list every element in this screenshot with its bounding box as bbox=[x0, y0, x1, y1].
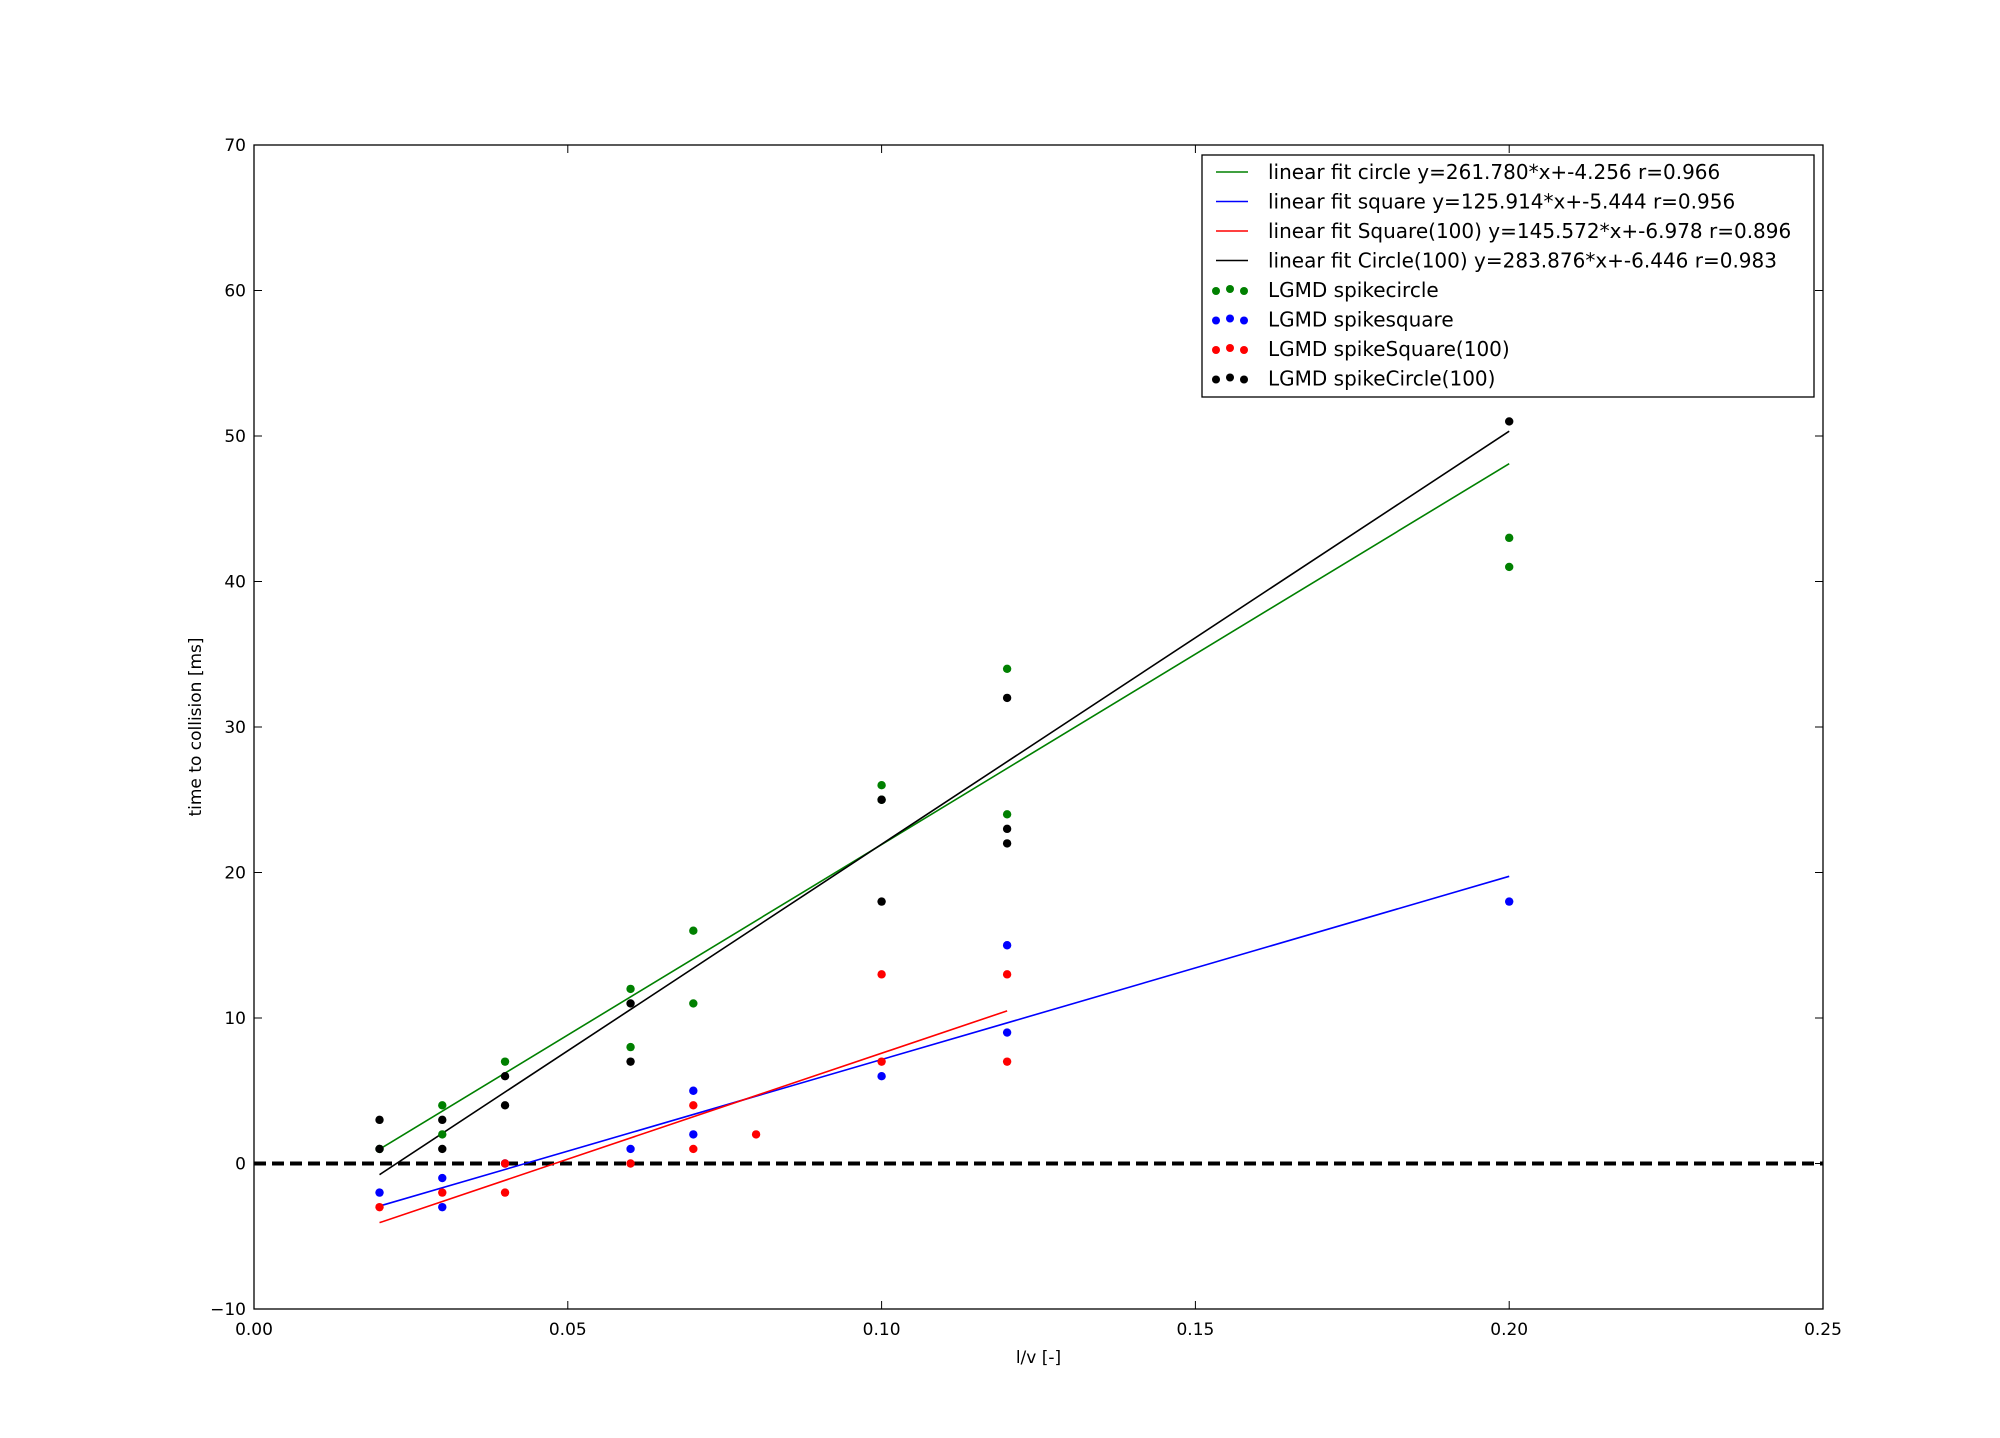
data-point-s3-9 bbox=[877, 897, 886, 906]
legend-entry-fit: linear fit Square(100) y=145.572*x+-6.97… bbox=[1268, 219, 1791, 243]
legend-entry-series: LGMD spikesquare bbox=[1268, 308, 1454, 332]
fit-line-0 bbox=[379, 462, 1510, 1150]
y-tick-label: 70 bbox=[224, 136, 246, 156]
data-point-s2-10 bbox=[1002, 970, 1012, 979]
data-point-s1-0 bbox=[375, 1188, 384, 1197]
data-point-s0-5 bbox=[626, 1042, 635, 1052]
data-point-s2-7 bbox=[751, 1130, 761, 1139]
data-point-s0-1 bbox=[438, 1101, 447, 1110]
fit-line-3 bbox=[379, 430, 1510, 1176]
legend-marker-swatch-2-1 bbox=[1226, 344, 1234, 352]
legend-entry-fit: linear fit circle y=261.780*x+-4.256 r=0… bbox=[1268, 160, 1720, 184]
data-point-s1-9 bbox=[1002, 1028, 1012, 1037]
legend-marker-swatch-1-2 bbox=[1240, 316, 1248, 325]
data-point-s3-1 bbox=[375, 1144, 384, 1154]
legend-marker-swatch-3-1 bbox=[1226, 373, 1234, 382]
data-point-s1-10 bbox=[1505, 897, 1514, 906]
y-tick-label: 50 bbox=[224, 427, 246, 447]
data-point-s1-2 bbox=[438, 1202, 447, 1212]
data-point-s1-8 bbox=[1002, 941, 1012, 950]
data-point-s1-5 bbox=[689, 1086, 698, 1095]
data-point-s0-12 bbox=[1505, 533, 1514, 543]
legend-entry-series: LGMD spikecircle bbox=[1268, 278, 1439, 302]
legend-marker-swatch-3-2 bbox=[1240, 375, 1248, 384]
data-point-s0-8 bbox=[877, 781, 886, 790]
legend-entry-series: LGMD spikeSquare(100) bbox=[1268, 337, 1510, 361]
data-point-s2-8 bbox=[877, 970, 886, 979]
data-point-s1-7 bbox=[877, 1072, 886, 1081]
data-point-s2-9 bbox=[877, 1057, 886, 1066]
data-point-s0-7 bbox=[689, 999, 698, 1008]
y-tick-label: 0 bbox=[235, 1155, 246, 1175]
data-point-s3-13 bbox=[1505, 417, 1514, 426]
fit-line-1 bbox=[379, 875, 1510, 1207]
y-tick-label: −10 bbox=[210, 1300, 246, 1320]
legend-marker-swatch-3-0 bbox=[1212, 375, 1220, 384]
data-point-s0-3 bbox=[500, 1057, 510, 1066]
data-point-s2-4 bbox=[626, 1159, 635, 1168]
data-point-s1-1 bbox=[438, 1173, 447, 1183]
data-point-s2-2 bbox=[500, 1159, 510, 1168]
data-point-s2-6 bbox=[689, 1144, 698, 1154]
y-tick-label: 10 bbox=[224, 1009, 246, 1029]
data-point-s2-5 bbox=[689, 1101, 698, 1110]
x-tick-label: 0.10 bbox=[863, 1320, 901, 1340]
x-tick-label: 0.20 bbox=[1490, 1320, 1528, 1340]
data-point-s3-5 bbox=[500, 1101, 510, 1110]
data-point-s2-11 bbox=[1002, 1057, 1012, 1066]
y-tick-label: 60 bbox=[224, 282, 246, 302]
data-point-s3-12 bbox=[1002, 839, 1012, 848]
fit-line-2 bbox=[379, 1010, 1008, 1224]
data-point-s0-10 bbox=[1002, 664, 1012, 673]
y-axis-label: time to collision [ms] bbox=[186, 637, 206, 816]
data-point-s0-11 bbox=[1002, 810, 1012, 819]
data-point-s0-2 bbox=[438, 1130, 447, 1139]
x-tick-label: 0.05 bbox=[549, 1320, 587, 1340]
data-point-s3-6 bbox=[626, 999, 635, 1008]
plot-area bbox=[254, 417, 1823, 1224]
legend-marker-swatch-0-0 bbox=[1212, 287, 1220, 295]
x-tick-label: 0.00 bbox=[235, 1320, 273, 1340]
data-point-s3-11 bbox=[1002, 824, 1012, 834]
data-point-s3-4 bbox=[500, 1072, 510, 1081]
legend-entry-fit: linear fit square y=125.914*x+-5.444 r=0… bbox=[1268, 190, 1735, 214]
data-point-s3-0 bbox=[375, 1115, 384, 1125]
data-point-s2-3 bbox=[500, 1188, 510, 1197]
legend-entry-fit: linear fit Circle(100) y=283.876*x+-6.44… bbox=[1268, 249, 1777, 273]
legend-marker-swatch-0-1 bbox=[1226, 285, 1234, 293]
data-point-s3-3 bbox=[438, 1144, 447, 1154]
x-axis-label: l/v [-] bbox=[1016, 1348, 1061, 1368]
legend-marker-swatch-1-0 bbox=[1212, 316, 1220, 325]
legend-box bbox=[1201, 154, 1815, 398]
data-point-s1-4 bbox=[626, 1144, 635, 1154]
y-tick-label: 40 bbox=[224, 573, 246, 593]
x-tick-label: 0.15 bbox=[1176, 1320, 1214, 1340]
data-point-s2-0 bbox=[375, 1202, 384, 1212]
y-tick-label: 20 bbox=[224, 864, 246, 884]
legend-marker-swatch-2-0 bbox=[1212, 346, 1220, 354]
legend-marker-swatch-2-2 bbox=[1240, 346, 1248, 354]
legend-marker-swatch-1-1 bbox=[1226, 314, 1234, 323]
data-point-s3-2 bbox=[438, 1115, 447, 1125]
data-point-s1-6 bbox=[689, 1130, 698, 1139]
data-point-s3-7 bbox=[626, 1057, 635, 1066]
legend-entry-series: LGMD spikeCircle(100) bbox=[1268, 367, 1495, 391]
axes: 0.00 0.05 0.10 0.15 0.20 0.25 −10 0 10 20 30 40 50 60… bbox=[210, 136, 1842, 1340]
legend-marker-swatch-0-2 bbox=[1240, 287, 1248, 295]
data-point-s0-13 bbox=[1505, 562, 1514, 572]
data-point-s0-4 bbox=[626, 984, 635, 994]
x-tick-label: 0.25 bbox=[1804, 1320, 1842, 1340]
data-point-s0-6 bbox=[689, 926, 698, 935]
legend: linear fit circle y=261.780*x+-4.256 r=0… bbox=[1201, 154, 1815, 398]
data-point-s3-8 bbox=[877, 795, 886, 804]
data-point-s2-1 bbox=[438, 1188, 447, 1197]
data-point-s3-10 bbox=[1002, 693, 1012, 703]
y-tick-label: 30 bbox=[224, 718, 246, 738]
